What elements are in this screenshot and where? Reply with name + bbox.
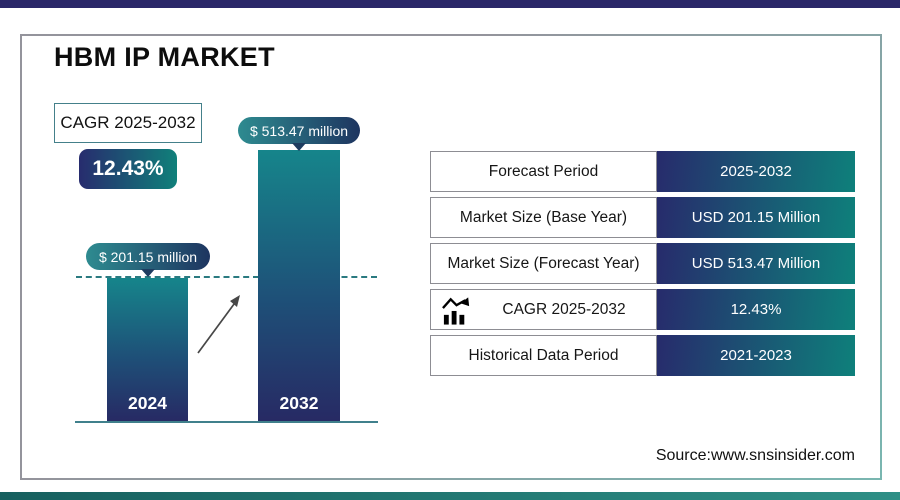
cagr-value-text: 12.43%	[92, 157, 164, 180]
row-value-text: 2021-2023	[720, 347, 792, 364]
growth-chart-icon	[442, 296, 470, 325]
source-text: Source:www.snsinsider.com	[655, 447, 855, 464]
x-axis-line	[75, 421, 378, 423]
row-value-cell: 2021-2023	[657, 335, 855, 376]
value-callout-2032-text: $ 513.47 million	[249, 122, 349, 139]
row-label-text: CAGR 2025-2032	[502, 300, 626, 318]
row-label-cell: Historical Data Period	[430, 335, 657, 376]
row-value-text: 12.43%	[730, 301, 782, 318]
row-label-cell: CAGR 2025-2032	[430, 289, 657, 330]
value-callout-2024: $ 201.15 million	[86, 243, 210, 277]
table-row: CAGR 2025-2032 12.43%	[430, 289, 855, 330]
row-label-cell: Forecast Period	[430, 151, 657, 192]
reference-dashed-line	[76, 276, 377, 278]
table-row: Market Size (Base Year) USD 201.15 Milli…	[430, 197, 855, 238]
table-row: Historical Data Period 2021-2023	[430, 335, 855, 376]
bar-label-2024: 2024	[128, 393, 167, 413]
cagr-period-label: CAGR 2025-2032	[60, 113, 196, 132]
row-label-cell: Market Size (Base Year)	[430, 197, 657, 238]
table-row: Forecast Period 2025-2032	[430, 151, 855, 192]
row-value-text: USD 513.47 Million	[691, 255, 821, 272]
row-label-cell: Market Size (Forecast Year)	[430, 243, 657, 284]
row-value-cell: USD 513.47 Million	[657, 243, 855, 284]
value-callout-2024-text: $ 201.15 million	[98, 248, 198, 265]
row-value-text: USD 201.15 Million	[691, 209, 821, 226]
table-row: Market Size (Forecast Year) USD 513.47 M…	[430, 243, 855, 284]
row-value-text: 2025-2032	[720, 163, 792, 180]
pointer-down-triangle	[141, 269, 155, 277]
bar-label-2032: 2032	[279, 393, 319, 413]
bar-2024: 2024	[107, 278, 188, 421]
row-label-text: Historical Data Period	[468, 346, 619, 364]
value-callout-2032: $ 513.47 million	[238, 117, 360, 151]
summary-table: Forecast Period 2025-2032 Market Size (B…	[430, 151, 855, 381]
pointer-down-triangle	[292, 143, 306, 151]
cagr-value-badge: 12.43%	[79, 149, 177, 189]
row-label-text: Market Size (Base Year)	[459, 208, 628, 226]
cagr-period-box: CAGR 2025-2032	[54, 103, 202, 143]
row-value-cell: USD 201.15 Million	[657, 197, 855, 238]
row-label-text: Forecast Period	[488, 162, 599, 180]
trend-up-arrow-icon	[197, 295, 240, 354]
bottom-accent-bar	[0, 492, 900, 500]
row-label-text: Market Size (Forecast Year)	[447, 254, 640, 272]
bar-2032: 2032	[258, 150, 340, 421]
top-accent-bar	[0, 0, 900, 8]
page-title: HBM IP MARKET	[54, 42, 275, 72]
row-value-cell: 2025-2032	[657, 151, 855, 192]
row-value-cell: 12.43%	[657, 289, 855, 330]
